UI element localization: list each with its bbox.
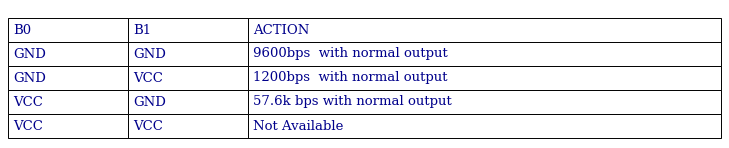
Text: GND: GND — [133, 48, 166, 61]
Text: 9600bps  with normal output: 9600bps with normal output — [253, 48, 448, 61]
Bar — [128, 18, 248, 42]
Text: VCC: VCC — [133, 71, 163, 85]
Text: GND: GND — [13, 48, 46, 61]
Text: 1200bps  with normal output: 1200bps with normal output — [253, 71, 448, 85]
Bar — [8, 114, 128, 138]
Bar — [128, 114, 248, 138]
Text: ACTION: ACTION — [253, 24, 309, 37]
Bar — [8, 90, 128, 114]
Text: Not Available: Not Available — [253, 119, 343, 132]
Text: B1: B1 — [133, 24, 151, 37]
Bar — [128, 90, 248, 114]
Bar — [128, 66, 248, 90]
Bar — [128, 42, 248, 66]
Bar — [8, 18, 128, 42]
Text: VCC: VCC — [13, 95, 43, 108]
Text: 57.6k bps with normal output: 57.6k bps with normal output — [253, 95, 452, 108]
Text: B0: B0 — [13, 24, 31, 37]
Bar — [248, 18, 721, 42]
Text: GND: GND — [13, 71, 46, 85]
Bar — [248, 42, 721, 66]
Bar — [248, 114, 721, 138]
Bar — [248, 90, 721, 114]
Bar — [8, 42, 128, 66]
Text: VCC: VCC — [133, 119, 163, 132]
Bar — [8, 66, 128, 90]
Bar — [248, 66, 721, 90]
Text: VCC: VCC — [13, 119, 43, 132]
Text: GND: GND — [133, 95, 166, 108]
